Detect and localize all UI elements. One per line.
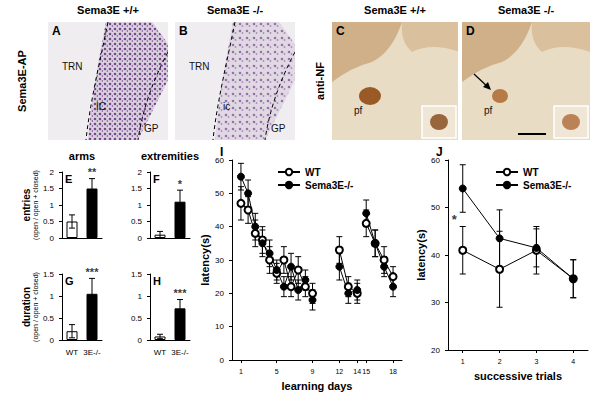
svg-text:**: ** xyxy=(88,166,97,178)
svg-text:2: 2 xyxy=(138,168,143,177)
svg-text:WT: WT xyxy=(305,167,321,178)
svg-text:learning days: learning days xyxy=(282,380,353,392)
svg-text:30: 30 xyxy=(431,298,440,307)
svg-text:1.5: 1.5 xyxy=(131,270,143,279)
svg-text:J: J xyxy=(436,145,443,159)
svg-text:40: 40 xyxy=(431,251,440,260)
svg-text:entries: entries xyxy=(21,188,32,221)
svg-text:*: * xyxy=(178,178,183,190)
svg-text:(open / open + closed): (open / open + closed) xyxy=(32,272,40,342)
svg-text:pf: pf xyxy=(354,105,363,116)
svg-text:***: *** xyxy=(86,266,100,278)
svg-text:0: 0 xyxy=(50,336,55,345)
svg-text:1: 1 xyxy=(50,201,55,210)
svg-text:0.5: 0.5 xyxy=(43,217,55,226)
svg-text:latency(s): latency(s) xyxy=(199,234,211,286)
svg-text:Sema3E-/-: Sema3E-/- xyxy=(523,180,571,191)
html-text:anti-NF: anti-NF xyxy=(314,62,326,100)
svg-text:0.5: 0.5 xyxy=(131,217,143,226)
svg-text:3E-/-: 3E-/- xyxy=(83,348,101,357)
svg-text:12: 12 xyxy=(335,368,343,375)
svg-text:WT: WT xyxy=(154,348,167,357)
svg-text:40: 40 xyxy=(215,222,224,231)
svg-text:arms: arms xyxy=(69,150,95,162)
svg-text:18: 18 xyxy=(389,368,397,375)
svg-text:20: 20 xyxy=(431,346,440,355)
svg-text:50: 50 xyxy=(215,189,224,198)
html-text:Sema3E +/+: Sema3E +/+ xyxy=(77,4,139,16)
svg-text:***: *** xyxy=(174,287,188,299)
svg-text:TRN: TRN xyxy=(189,61,210,72)
svg-text:GP: GP xyxy=(144,123,159,134)
svg-text:2: 2 xyxy=(50,168,55,177)
svg-text:0: 0 xyxy=(220,356,225,365)
html-text:Sema3E -/-: Sema3E -/- xyxy=(497,4,555,16)
svg-text:B: B xyxy=(179,24,188,38)
svg-text:10: 10 xyxy=(215,322,224,331)
svg-text:14: 14 xyxy=(353,368,361,375)
svg-text:I: I xyxy=(220,145,224,159)
svg-text:pf: pf xyxy=(484,105,493,116)
svg-text:4: 4 xyxy=(571,358,575,365)
svg-text:Sema3E-/-: Sema3E-/- xyxy=(305,180,353,191)
svg-text:extremities: extremities xyxy=(141,150,199,162)
html-text:Sema3E +/+: Sema3E +/+ xyxy=(364,4,426,16)
svg-text:0: 0 xyxy=(138,234,143,243)
svg-text:GP: GP xyxy=(271,123,286,134)
svg-text:30: 30 xyxy=(215,256,224,265)
svg-text:IC: IC xyxy=(96,101,106,112)
svg-text:A: A xyxy=(52,24,61,38)
svg-text:E: E xyxy=(65,173,72,185)
svg-text:ic: ic xyxy=(223,101,230,112)
svg-text:0.5: 0.5 xyxy=(131,314,143,323)
svg-text:C: C xyxy=(336,24,345,38)
svg-text:0.5: 0.5 xyxy=(43,314,55,323)
svg-text:9: 9 xyxy=(311,368,315,375)
html-text:Sema3E -/-: Sema3E -/- xyxy=(206,4,264,16)
svg-text:*: * xyxy=(452,212,458,227)
svg-text:3: 3 xyxy=(534,358,538,365)
svg-text:15: 15 xyxy=(362,368,370,375)
svg-text:TRN: TRN xyxy=(62,61,83,72)
svg-text:1: 1 xyxy=(50,292,55,301)
svg-text:3E-/-: 3E-/- xyxy=(171,348,189,357)
svg-text:WT: WT xyxy=(523,167,539,178)
svg-text:G: G xyxy=(65,275,74,287)
svg-text:successive trials: successive trials xyxy=(474,370,562,382)
svg-text:D: D xyxy=(466,24,475,38)
svg-text:latency(s): latency(s) xyxy=(415,229,427,281)
svg-text:20: 20 xyxy=(215,289,224,298)
svg-text:2: 2 xyxy=(498,358,502,365)
html-text:Sema3E-AP: Sema3E-AP xyxy=(16,50,28,112)
svg-text:duration: duration xyxy=(21,287,32,327)
svg-text:1: 1 xyxy=(138,292,143,301)
svg-text:50: 50 xyxy=(431,203,440,212)
svg-text:1.5: 1.5 xyxy=(131,184,143,193)
svg-text:1: 1 xyxy=(461,358,465,365)
svg-text:60: 60 xyxy=(431,156,440,165)
svg-text:0: 0 xyxy=(138,336,143,345)
svg-text:1: 1 xyxy=(138,201,143,210)
svg-text:60: 60 xyxy=(215,156,224,165)
svg-text:WT: WT xyxy=(66,348,79,357)
svg-text:F: F xyxy=(153,173,160,185)
svg-text:1.5: 1.5 xyxy=(43,184,55,193)
svg-text:(open / open + closed): (open / open + closed) xyxy=(32,170,40,240)
svg-text:H: H xyxy=(153,275,161,287)
svg-text:1.5: 1.5 xyxy=(43,270,55,279)
svg-text:0: 0 xyxy=(50,234,55,243)
svg-text:1: 1 xyxy=(239,368,243,375)
svg-text:5: 5 xyxy=(275,368,279,375)
